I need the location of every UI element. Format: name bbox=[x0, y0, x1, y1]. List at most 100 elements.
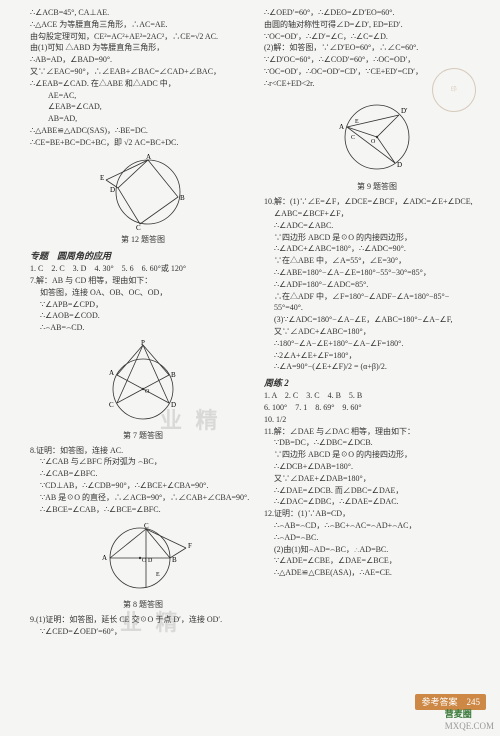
text-line: 9.(1)证明：如答图，延长 CE 交☉O 于点 D′，连接 OD′. bbox=[30, 615, 256, 626]
text-line: ∴∠DAE=∠DCB. 而∠DBC=∠DAE， bbox=[264, 486, 490, 497]
text-line: ∴△ADE≌△CBE(ASA)，∴AE=CE. bbox=[264, 568, 490, 579]
text-line: ∠EAB=∠CAD, bbox=[30, 102, 256, 113]
svg-text:E: E bbox=[100, 174, 104, 182]
text-line: 12.证明：(1)∵AB=CD， bbox=[264, 509, 490, 520]
text-line: ∵∠APB=∠CPD， bbox=[30, 300, 256, 311]
text-line: ∴∠DAC=∠DBC，∴∠DAE=∠DAC. bbox=[264, 497, 490, 508]
text-line: ∴∠A=90°−(∠E+∠F)/2 = (α+β)/2. bbox=[264, 362, 490, 373]
text-line: ∴∠AOB=∠COD. bbox=[30, 311, 256, 322]
figure-7: O P A B C D bbox=[30, 337, 256, 429]
svg-text:A: A bbox=[109, 369, 114, 377]
text-line: ∵CD⊥AB，∴∠CDB=90°，∴∠BCE+∠CBA=90°. bbox=[30, 481, 256, 492]
text-line: (2)由(1)知⌢AD=⌢BC，∴AD=BC. bbox=[264, 545, 490, 556]
page-columns: ∴∠ACB=45°, CA⊥AE. ∴△ACE 为等腰直角三角形，∴AC=AE.… bbox=[0, 0, 500, 639]
text-line: ∴∠OED′=60°，∴∠DEO=∠D′EO=60°. bbox=[264, 8, 490, 19]
text-line: ∵∠ADE=∠CBE，∠DAE=∠BCE， bbox=[264, 556, 490, 567]
svg-text:F: F bbox=[188, 542, 192, 550]
text-line: ∴2∠A+∠E+∠F=180°， bbox=[264, 351, 490, 362]
text-line: 10.解：(1)∵∠E=∠F，∠DCE=∠BCF，∠ADC=∠E+∠DCE, bbox=[264, 197, 490, 208]
text-line: 又∵∠EAC=90°，∴∠EAB+∠BAC=∠CAD+∠BAC， bbox=[30, 67, 256, 78]
text-line: ∴⌢AB=⌢CD. bbox=[30, 323, 256, 334]
text-line: 8.证明：如答图，连接 AC. bbox=[30, 446, 256, 457]
text-line: 1. A 2. C 3. C 4. B 5. B bbox=[264, 391, 490, 402]
text-line: ∴AB=AD，∠BAD=90°. bbox=[30, 55, 256, 66]
figure-8-caption: 第 8 题答图 bbox=[30, 600, 256, 611]
text-line: 55°=40°. bbox=[264, 303, 490, 314]
left-column: ∴∠ACB=45°, CA⊥AE. ∴△ACE 为等腰直角三角形，∴AC=AE.… bbox=[30, 8, 256, 639]
text-line: ∴∠ADC+∠ABC=180°，∴∠ADC=90°. bbox=[264, 244, 490, 255]
text-line: ∴∠ADC=∠ABC. bbox=[264, 221, 490, 232]
text-line: 又∵∠DAE+∠DAB=180°， bbox=[264, 474, 490, 485]
text-line: AE=AC, bbox=[30, 91, 256, 102]
brand-text: 营麦圈 bbox=[445, 709, 472, 719]
text-line: ∴∠BCE=∠CAB，∴∠BCE=∠BFC. bbox=[30, 505, 256, 516]
svg-text:P: P bbox=[141, 339, 145, 347]
svg-text:D′: D′ bbox=[401, 107, 408, 115]
text-line: ∴△ABE≌△ADC(SAS)，∴BE=DC. bbox=[30, 126, 256, 137]
svg-text:D: D bbox=[110, 186, 115, 194]
text-line: ∴∠ACB=45°, CA⊥AE. bbox=[30, 8, 256, 19]
svg-text:E: E bbox=[355, 119, 359, 125]
svg-text:E: E bbox=[156, 572, 160, 578]
corner-brand: 营麦圈 MXQE.COM bbox=[445, 708, 494, 732]
section-title-zhuanti: 专题 圆周角的应用 bbox=[30, 250, 256, 262]
text-line: ∴CE=BE+BC=DC+BC，即 √2 AC=BC+DC. bbox=[30, 138, 256, 149]
text-line: ∴⌢AD=⌢BC. bbox=[264, 533, 490, 544]
figure-7-caption: 第 7 题答图 bbox=[30, 431, 256, 442]
text-line: ∵OC=OD′，∴∠D′=∠C，∴∠C=∠D. bbox=[264, 32, 490, 43]
text-line: ∴∠EAB=∠CAD. 在△ABE 和△ADC 中， bbox=[30, 79, 256, 90]
text-line: ∵DB=DC，∴∠DBC=∠DCB. bbox=[264, 438, 490, 449]
text-line: 7.解：AB 与 CD 相等，理由如下： bbox=[30, 276, 256, 287]
text-line: ∴180°−∠A−∠E+180°−∠A−∠F=180°. bbox=[264, 339, 490, 350]
section-title-zhoulian2: 周练 2 bbox=[264, 377, 490, 389]
text-line: ∵四边形 ABCD 是☉O 的内接四边形， bbox=[264, 233, 490, 244]
figure-9: O A D′ D E C bbox=[264, 93, 490, 181]
svg-text:C: C bbox=[136, 224, 141, 230]
text-line: 11.解：∠DAE 与∠DAC 相等，理由如下： bbox=[264, 427, 490, 438]
text-line: ∵OC=OD′，∴OC=OD′=CD′，∵CE+ED′=CD′， bbox=[264, 67, 490, 78]
text-line: ∴r<CE+ED<2r. bbox=[264, 79, 490, 90]
text-line: ∴⌢AB=⌢CD，∴⌢BC+⌢AC=⌢AD+⌢AC， bbox=[264, 521, 490, 532]
text-line: 如答图，连接 OA、OB、OC、OD， bbox=[30, 288, 256, 299]
right-column: ∴∠OED′=60°，∴∠DEO=∠D′EO=60°. 由圆的轴对称性可得∠D=… bbox=[264, 8, 490, 639]
text-line: ∴∠ABE=180°−∠A−∠E=180°−55°−30°=85°， bbox=[264, 268, 490, 279]
text-line: ∵AB 是☉O 的直径，∴∠ACB=90°，∴∠CAB+∠CBA=90°. bbox=[30, 493, 256, 504]
text-line: 10. 1/2 bbox=[264, 415, 490, 426]
text-line: ∴∠CAB=∠BFC. bbox=[30, 469, 256, 480]
text-line: 由勾股定理可知，CE²=AC²+AE²=2AC²，∴CE=√2 AC. bbox=[30, 32, 256, 43]
text-line: 6. 100° 7. 1 8. 69° 9. 60° bbox=[264, 403, 490, 414]
text-line: ∴∠ADF=180°−∠ADC=85°. bbox=[264, 280, 490, 291]
svg-text:A: A bbox=[146, 153, 151, 161]
svg-text:C: C bbox=[144, 522, 149, 530]
svg-text:D: D bbox=[171, 401, 176, 409]
text-line: 由圆的轴对称性可得∠D=∠D′, ED=ED′. bbox=[264, 20, 490, 31]
text-line: ∵在△ABE 中，∠A=55°，∠E=30°， bbox=[264, 256, 490, 267]
text-line: (2)解：如答图，∵∠D′EO=60°，∴∠C=60°. bbox=[264, 43, 490, 54]
text-line: 由(1)可知 △ABD 为等腰直角三角形， bbox=[30, 43, 256, 54]
text-line: 又∵∠ADC+∠ABC=180°， bbox=[264, 327, 490, 338]
text-line: ∴△ACE 为等腰直角三角形，∴AC=AE. bbox=[30, 20, 256, 31]
figure-12-caption: 第 12 题答图 bbox=[30, 235, 256, 246]
svg-text:D: D bbox=[397, 161, 402, 169]
text-line: ∵四边形 ABCD 是☉O 的内接四边形， bbox=[264, 450, 490, 461]
site-text: MXQE.COM bbox=[445, 721, 494, 731]
text-line: ∵∠CED=∠OED′=60°， bbox=[30, 627, 256, 638]
text-line: ∠ABC=∠BCF+∠F， bbox=[264, 209, 490, 220]
text-line: AB=AD, bbox=[30, 114, 256, 125]
text-line: (3)∵∠ADC=180°−∠A−∠E，∠ABC=180°−∠A−∠F, bbox=[264, 315, 490, 326]
figure-8: O A B C D E F bbox=[30, 518, 256, 598]
svg-text:C: C bbox=[109, 401, 114, 409]
figure-9-caption: 第 9 题答图 bbox=[264, 182, 490, 193]
svg-text:A: A bbox=[102, 554, 107, 562]
svg-text:O: O bbox=[371, 139, 376, 145]
text-line: ∴在△ADF 中，∠F=180°−∠ADF−∠A=180°−85°− bbox=[264, 292, 490, 303]
text-line: ∵∠D′OC=60°，∴∠COD′=60°，∴OC=OD′， bbox=[264, 55, 490, 66]
svg-text:C: C bbox=[351, 135, 355, 141]
text-line: ∵∠CAB 与∠BFC 所对弧为 ⌢BC， bbox=[30, 457, 256, 468]
svg-text:B: B bbox=[171, 371, 176, 379]
svg-text:D: D bbox=[148, 558, 153, 564]
text-line: ∴∠DCB+∠DAB=180°. bbox=[264, 462, 490, 473]
svg-text:A: A bbox=[339, 123, 344, 131]
figure-12: A B C D E bbox=[30, 152, 256, 234]
svg-text:B: B bbox=[172, 556, 177, 564]
